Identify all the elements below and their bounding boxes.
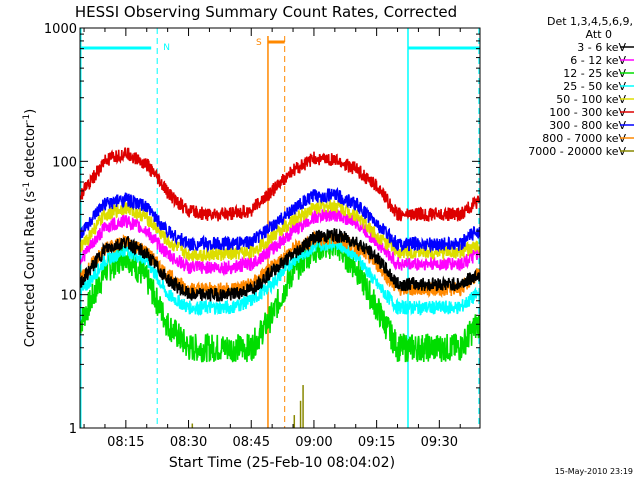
legend-label: 6 - 12 keV <box>570 54 626 67</box>
legend-label: 7000 - 20000 keV <box>528 145 626 158</box>
y-axis-label-end: ) <box>23 109 38 114</box>
x-tick-label: 09:30 <box>421 435 458 450</box>
legend-label: 25 - 50 keV <box>563 80 626 93</box>
series-line <box>80 147 480 222</box>
legend-header-2: Att 0 <box>586 28 612 41</box>
x-tick-label: 08:45 <box>233 435 270 450</box>
legend-label: 300 - 800 keV <box>549 119 626 132</box>
legend-header-1: Det 1,3,4,5,6,9, <box>547 15 633 28</box>
y-axis-label: Corrected Count Rate (s-1 detector-1) <box>22 109 38 347</box>
x-tick-label: 09:15 <box>358 435 395 450</box>
y-axis-label-mid: detector <box>23 122 38 182</box>
legend-label: 12 - 25 keV <box>563 67 626 80</box>
timestamp: 15-May-2010 23:19 <box>555 467 633 476</box>
series-line <box>80 228 480 302</box>
x-tick-label: 08:30 <box>170 435 207 450</box>
x-tick-label: 08:15 <box>107 435 144 450</box>
series-line <box>80 232 480 363</box>
series-line <box>80 186 480 254</box>
legend-label: 100 - 300 keV <box>549 106 626 119</box>
y-axis-label-sup1: -1 <box>22 182 32 191</box>
y-tick-label: 1 <box>69 422 77 437</box>
y-axis-label-sup2: -1 <box>22 114 32 123</box>
series-line <box>80 234 480 316</box>
y-tick-label: 1000 <box>44 22 77 37</box>
y-axis-label-main: Corrected Count Rate (s <box>23 191 38 348</box>
x-axis-label: Start Time (25-Feb-10 08:04:02) <box>169 455 395 471</box>
legend-label: 800 - 7000 keV <box>542 132 626 145</box>
legend-label: 50 - 100 keV <box>556 93 626 106</box>
saa-label: S <box>256 38 262 48</box>
legend-label: 3 - 6 keV <box>577 41 626 54</box>
y-tick-label: 100 <box>52 155 77 170</box>
y-tick-label: 10 <box>60 289 77 304</box>
x-tick-label: 09:00 <box>295 435 332 450</box>
chart-title: HESSI Observing Summary Count Rates, Cor… <box>75 3 457 21</box>
series-line <box>80 208 480 277</box>
night-label: N <box>163 43 170 53</box>
plot-frame <box>79 27 481 429</box>
